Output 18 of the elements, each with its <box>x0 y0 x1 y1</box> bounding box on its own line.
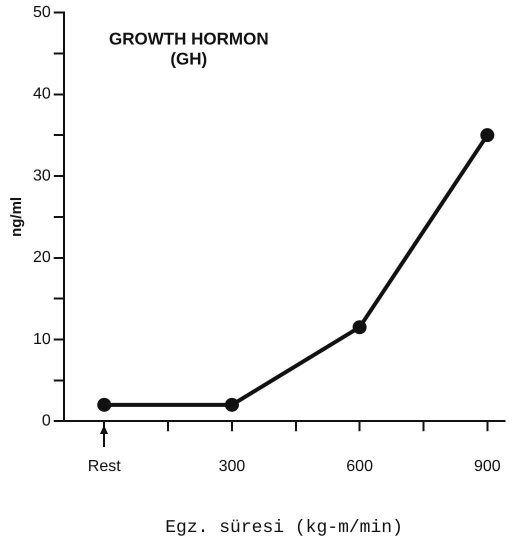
point <box>352 320 367 334</box>
text: (GH) <box>170 50 208 69</box>
point <box>97 398 112 412</box>
y-tick-label: 0 <box>42 412 51 430</box>
x-tick-label: Rest <box>88 458 122 476</box>
point <box>480 128 494 142</box>
y-tick-label: 40 <box>33 86 51 103</box>
point <box>224 398 239 412</box>
y-tick-label: 50 <box>33 4 51 22</box>
x-tick-label: 600 <box>346 458 374 476</box>
x-tick-label: 900 <box>474 458 501 476</box>
x-axis-title: Egz. süresi (kg-m/min) <box>165 518 403 538</box>
text: GROWTH HORMON <box>109 30 269 49</box>
y-tick-label: 10 <box>33 330 51 348</box>
y-tick-label: 30 <box>33 167 51 184</box>
x-tick-label: 300 <box>218 458 246 476</box>
y-tick-label: 20 <box>33 249 51 266</box>
y-axis-title: ng/ml <box>8 196 26 237</box>
